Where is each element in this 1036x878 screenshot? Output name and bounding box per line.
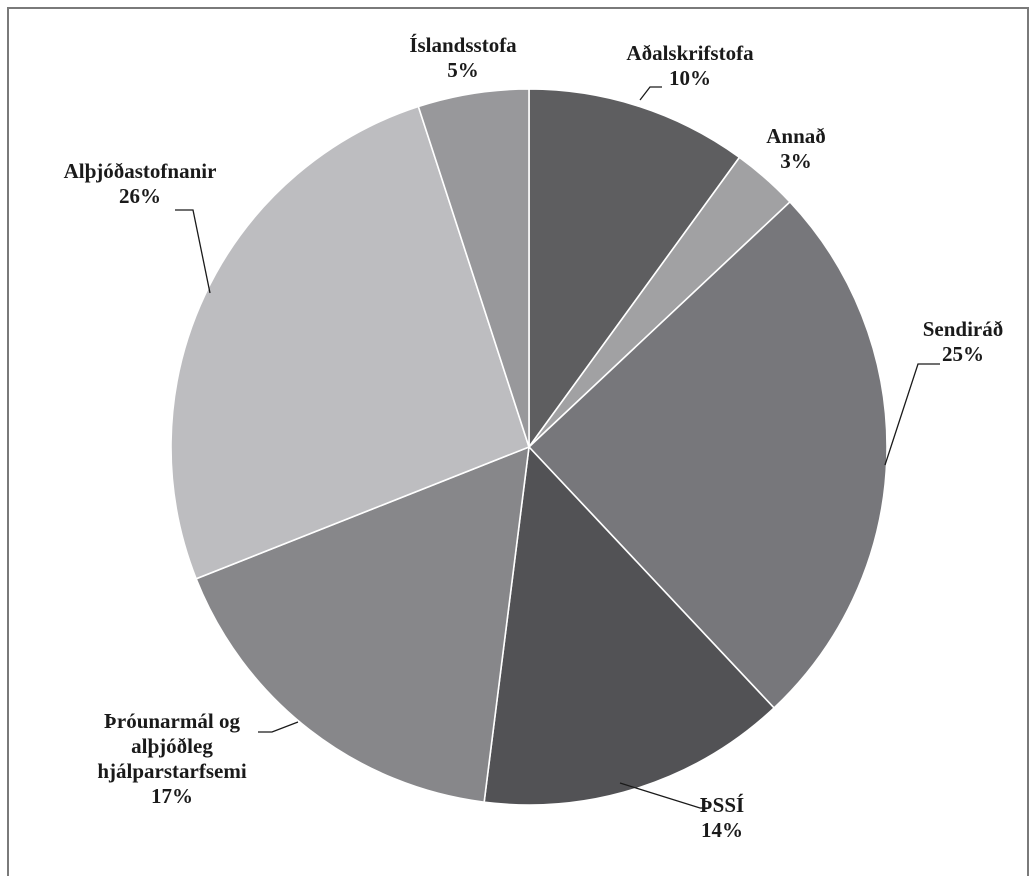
slice-value-adalskrifstofa: 10% xyxy=(669,66,711,90)
pie-slice-adalskrifstofa xyxy=(528,88,741,450)
leader-line-throunarmal-og-althjodleg-hjalparstarfsemi xyxy=(258,721,299,733)
slice-label-throunarmal-og-althjodleg-hjalparstarfsemi: Þróunarmál ogalþjóðleghjálparstarfsemi17… xyxy=(97,709,246,808)
pie-slice-althjodastofnanir xyxy=(170,105,530,580)
slice-name-adalskrifstofa: Aðalskrifstofa xyxy=(626,41,754,65)
pie-slice-throunarmal-og-althjodleg-hjalparstarfsemi xyxy=(195,445,530,804)
slice-name-throunarmal-og-althjodleg-hjalparstarfsemi-1: Þróunarmál og xyxy=(104,709,240,733)
pie-slice-islandsstofa xyxy=(417,88,530,448)
slice-name-islandsstofa: Íslandsstofa xyxy=(409,33,517,57)
slice-name-thssi: ÞSSÍ xyxy=(700,793,744,817)
chart-border xyxy=(7,7,1029,876)
pie-slice-thssi xyxy=(483,445,776,806)
slice-name-annad: Annað xyxy=(766,124,826,148)
leader-line-adalskrifstofa xyxy=(639,86,662,101)
leader-line-thssi xyxy=(619,782,707,809)
slice-name-sendirad: Sendiráð xyxy=(923,317,1004,341)
slice-value-throunarmal-og-althjodleg-hjalparstarfsemi: 17% xyxy=(151,784,193,808)
slice-value-thssi: 14% xyxy=(701,818,743,842)
slice-value-annad: 3% xyxy=(780,149,812,173)
slice-value-althjodastofnanir: 26% xyxy=(119,184,161,208)
slice-value-sendirad: 25% xyxy=(942,342,984,366)
slice-name-throunarmal-og-althjodleg-hjalparstarfsemi-3: hjálparstarfsemi xyxy=(97,759,246,783)
slice-name-althjodastofnanir: Alþjóðastofnanir xyxy=(64,159,217,183)
leader-line-althjodastofnanir xyxy=(175,209,211,294)
slice-value-islandsstofa: 5% xyxy=(447,58,479,82)
leader-line-sendirad xyxy=(884,363,940,466)
slice-name-throunarmal-og-althjodleg-hjalparstarfsemi-2: alþjóðleg xyxy=(131,734,213,758)
